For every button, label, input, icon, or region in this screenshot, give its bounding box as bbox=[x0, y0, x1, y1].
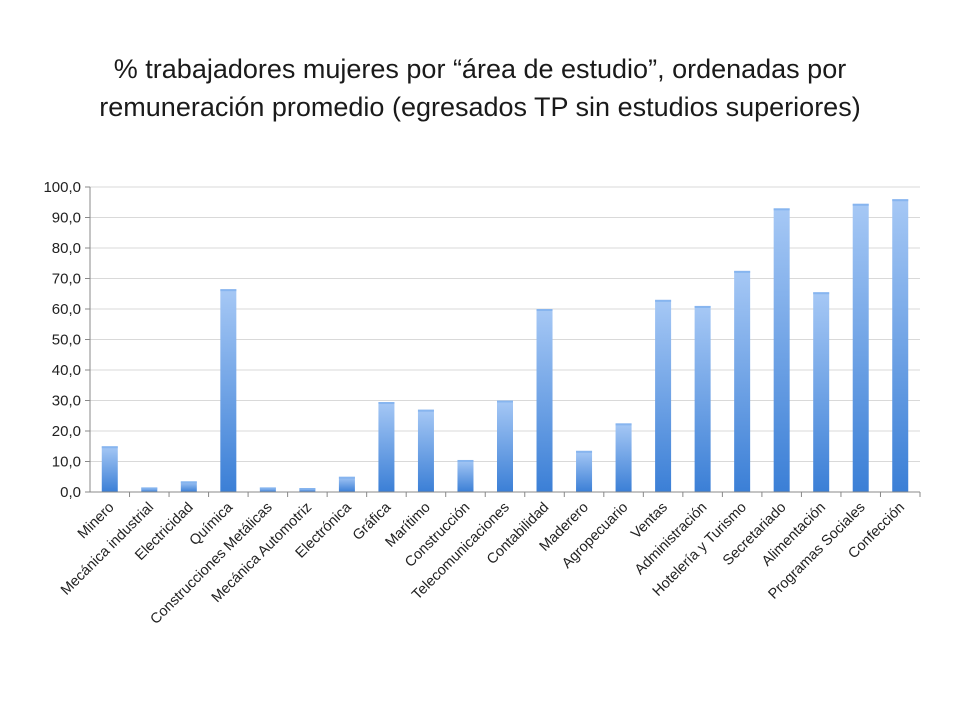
bar bbox=[813, 292, 830, 492]
bar bbox=[141, 487, 158, 492]
y-tick-label: 100,0 bbox=[43, 179, 81, 196]
bar-top-edge bbox=[101, 446, 118, 449]
bar-top-edge bbox=[852, 203, 869, 206]
y-tick-label: 70,0 bbox=[52, 271, 81, 288]
bar bbox=[734, 270, 751, 492]
bar bbox=[497, 400, 513, 492]
bar-top-edge bbox=[259, 487, 276, 490]
bar bbox=[576, 450, 593, 492]
bar bbox=[536, 309, 553, 492]
bar-top-edge bbox=[615, 423, 632, 426]
bar-top-edge bbox=[457, 459, 474, 462]
chart-title-line-2: remuneración promedio (egresados TP sin … bbox=[99, 92, 861, 122]
bar bbox=[259, 487, 276, 492]
bar-top-edge bbox=[536, 309, 553, 311]
y-tick-label: 0,0 bbox=[60, 484, 81, 501]
bar bbox=[220, 289, 237, 492]
bar bbox=[615, 423, 632, 492]
y-tick-label: 30,0 bbox=[52, 393, 81, 410]
y-tick-label: 60,0 bbox=[52, 301, 81, 318]
bar bbox=[655, 299, 672, 492]
bar-top-edge bbox=[694, 305, 711, 308]
bar-top-edge bbox=[655, 299, 672, 302]
bar-top-edge bbox=[220, 289, 237, 292]
bar-top-edge bbox=[417, 409, 434, 412]
bar-top-edge bbox=[734, 270, 751, 273]
y-tick-label: 10,0 bbox=[52, 454, 81, 471]
bar bbox=[101, 446, 118, 492]
bar-top-edge bbox=[892, 199, 909, 202]
axes bbox=[89, 187, 921, 497]
y-tick-label: 40,0 bbox=[52, 362, 81, 379]
bar-top-edge bbox=[497, 400, 513, 403]
bar-top-edge bbox=[338, 476, 355, 479]
y-axis-tick-labels: 0,0 10,0 20,0 30,0 40,0 50,0 60,0 70,0 80,0 90,0 1… bbox=[43, 179, 81, 501]
bar bbox=[378, 402, 395, 492]
bar bbox=[338, 476, 355, 492]
bar bbox=[773, 208, 790, 492]
bar-top-edge bbox=[141, 487, 158, 490]
bar-top-edge bbox=[180, 481, 197, 484]
chart-title: % trabajadores mujeres por “área de estu… bbox=[0, 50, 960, 126]
bar bbox=[852, 203, 869, 492]
bar bbox=[180, 481, 197, 492]
bar bbox=[892, 199, 909, 492]
y-tick-label: 20,0 bbox=[52, 423, 81, 440]
chart-title-line-1: % trabajadores mujeres por “área de estu… bbox=[113, 54, 847, 84]
bar-top-edge bbox=[576, 450, 593, 453]
bar bbox=[417, 409, 434, 492]
y-tick-label: 50,0 bbox=[52, 332, 81, 349]
y-tick-label: 80,0 bbox=[52, 240, 81, 257]
bar-top-edge bbox=[299, 488, 316, 491]
bar-top-edge bbox=[813, 292, 830, 295]
y-tick-label: 90,0 bbox=[52, 210, 81, 227]
bars bbox=[101, 199, 909, 492]
bar-top-edge bbox=[378, 402, 395, 405]
bar bbox=[457, 459, 474, 492]
bar bbox=[694, 305, 711, 492]
bar-top-edge bbox=[773, 208, 790, 211]
